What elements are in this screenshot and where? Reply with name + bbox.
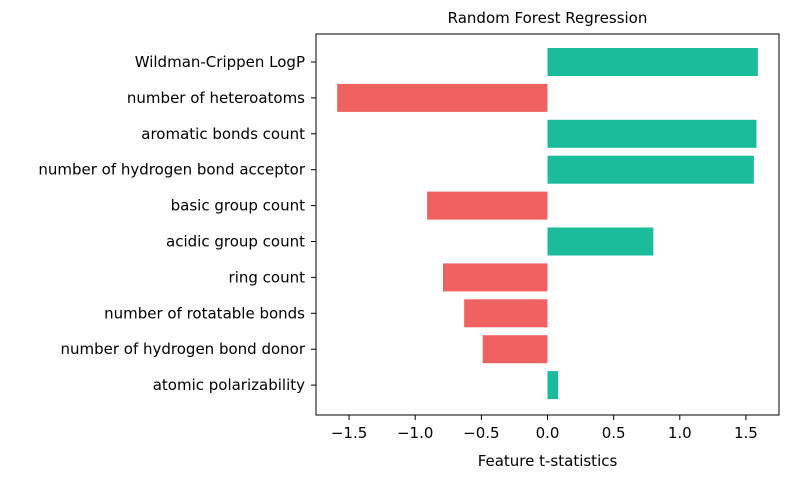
x-tick-label: −1.5 <box>331 424 367 442</box>
y-tick-label: number of hydrogen bond acceptor <box>38 161 305 179</box>
y-tick-label: aromatic bonds count <box>141 125 305 143</box>
y-tick-label: atomic polarizability <box>153 376 305 394</box>
chart-title: Random Forest Regression <box>448 9 648 27</box>
bar <box>547 155 754 184</box>
axes-frame <box>315 33 780 416</box>
y-tick-label: basic group count <box>171 197 305 215</box>
bar <box>337 83 548 112</box>
x-tick-label: 0.5 <box>602 424 626 442</box>
y-tick-label: number of hydrogen bond donor <box>60 340 305 358</box>
x-tick-label: −0.5 <box>463 424 499 442</box>
y-tick-labels: Wildman-Crippen LogP number of heteroatom… <box>38 53 316 394</box>
bars-group <box>337 48 758 400</box>
x-ticks: −1.5 −1.0 −0.5 0.0 0.5 1.0 1.5 <box>331 415 758 442</box>
y-tick-label: Wildman-Crippen LogP <box>135 53 305 71</box>
bar <box>427 191 548 220</box>
y-tick-label: ring count <box>229 268 306 286</box>
bar <box>547 371 559 400</box>
x-tick-label: 1.5 <box>734 424 758 442</box>
bar <box>482 335 548 364</box>
bar <box>547 227 654 256</box>
y-tick-label: number of rotatable bonds <box>104 304 305 322</box>
bar <box>547 119 757 148</box>
y-tick-label: number of heteroatoms <box>127 89 305 107</box>
x-tick-label: 0.0 <box>536 424 560 442</box>
bar <box>442 263 548 292</box>
bar <box>547 48 758 76</box>
bar <box>464 299 548 328</box>
x-tick-label: 1.0 <box>668 424 692 442</box>
y-tick-label: acidic group count <box>166 233 305 251</box>
x-axis-label: Feature t-statistics <box>478 452 618 470</box>
x-tick-label: −1.0 <box>397 424 433 442</box>
